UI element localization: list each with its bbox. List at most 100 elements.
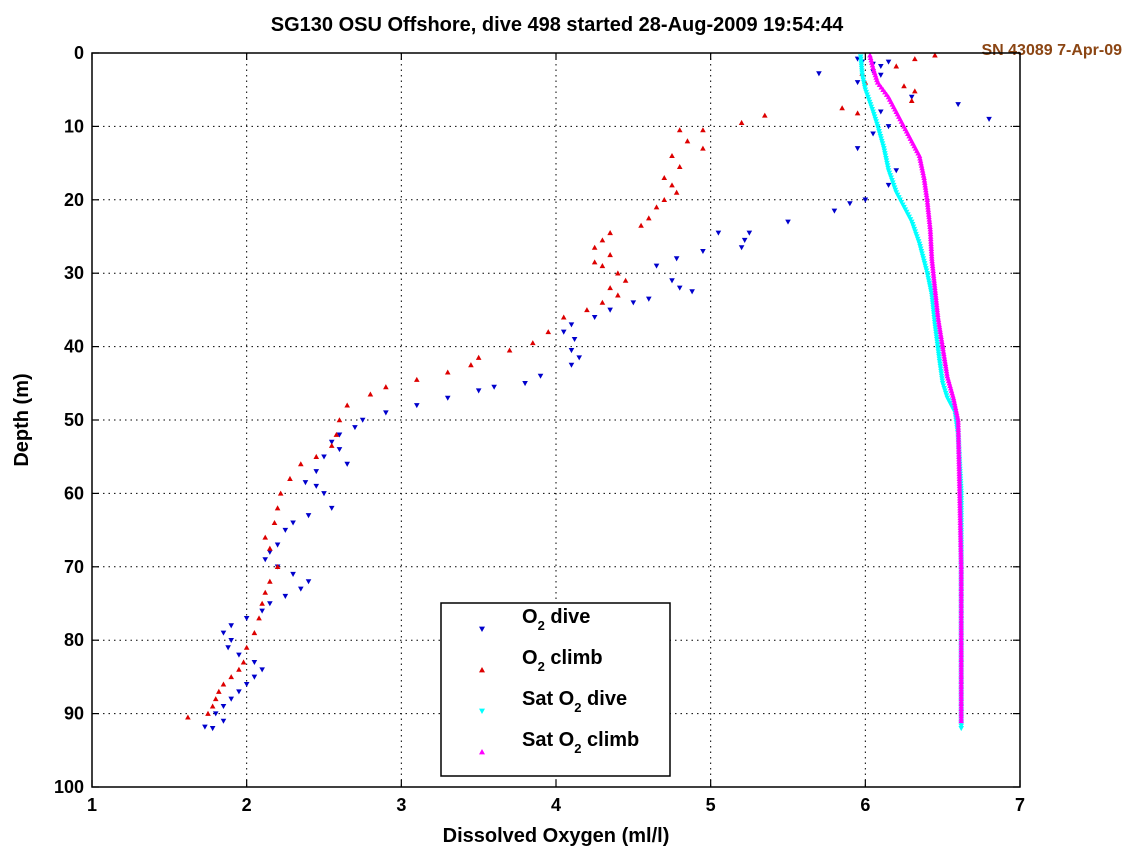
- data-point: [925, 209, 932, 215]
- x-tick-label: 2: [242, 795, 252, 815]
- data-point: [956, 453, 962, 459]
- data-point: [957, 519, 964, 525]
- data-point: [673, 256, 680, 262]
- data-point: [267, 545, 273, 551]
- data-point: [321, 454, 327, 460]
- data-point: [202, 724, 208, 730]
- data-point: [669, 152, 675, 158]
- data-point: [930, 265, 936, 271]
- data-point: [928, 250, 935, 256]
- data-point: [935, 314, 941, 320]
- data-point: [958, 549, 964, 555]
- data-point: [313, 453, 320, 459]
- data-point: [920, 172, 927, 178]
- data-point: [924, 197, 930, 203]
- data-point: [921, 177, 928, 183]
- data-point: [274, 542, 281, 548]
- data-point: [847, 201, 853, 207]
- data-point: [956, 495, 963, 501]
- data-point: [290, 520, 296, 526]
- data-point: [475, 388, 482, 394]
- data-point: [936, 319, 942, 325]
- data-point: [568, 322, 575, 328]
- data-point: [928, 241, 934, 247]
- data-point: [661, 174, 668, 181]
- data-point: [689, 289, 695, 295]
- legend-marker: [479, 749, 485, 755]
- data-point: [956, 463, 962, 469]
- series-sat-o2-climb: [867, 52, 965, 724]
- data-point: [287, 475, 293, 481]
- data-point: [936, 321, 942, 327]
- data-point: [956, 485, 963, 491]
- data-point: [957, 524, 964, 530]
- y-tick-label: 50: [64, 410, 84, 430]
- data-point: [941, 353, 948, 359]
- data-point: [956, 480, 963, 486]
- data-point: [944, 370, 950, 376]
- data-point: [205, 710, 211, 716]
- data-point: [267, 601, 273, 607]
- data-point: [243, 682, 250, 688]
- data-point: [917, 157, 924, 163]
- data-point: [956, 466, 962, 472]
- data-point: [943, 365, 949, 371]
- data-point: [957, 502, 963, 508]
- data-point: [916, 152, 923, 158]
- x-axis-ticks: 1 2 3 4 5 6 7: [87, 53, 1025, 815]
- data-point: [956, 478, 963, 484]
- data-point: [927, 223, 933, 229]
- data-point: [955, 422, 962, 428]
- data-point: [954, 412, 960, 418]
- data-point: [475, 354, 482, 360]
- x-tick-label: 5: [706, 795, 716, 815]
- data-point: [931, 277, 937, 283]
- data-point: [940, 348, 947, 354]
- data-point: [957, 529, 964, 535]
- data-point: [955, 446, 962, 452]
- series-o2-climb: [185, 52, 938, 720]
- data-point: [929, 255, 935, 261]
- legend-marker: [479, 626, 485, 632]
- data-point: [952, 404, 959, 411]
- data-point: [931, 275, 937, 281]
- data-point: [928, 243, 934, 249]
- data-point: [956, 468, 963, 474]
- data-point: [924, 199, 931, 205]
- data-point: [545, 329, 552, 335]
- data-point: [262, 589, 269, 595]
- data-point: [259, 608, 265, 614]
- data-point: [885, 124, 892, 130]
- data-point: [921, 179, 928, 185]
- data-point: [957, 515, 963, 521]
- data-point: [957, 510, 963, 516]
- legend-label: O2 climb: [522, 647, 603, 674]
- data-point: [676, 285, 683, 291]
- data-point: [932, 52, 938, 58]
- data-point: [921, 174, 927, 181]
- data-point: [957, 534, 964, 540]
- data-point: [957, 517, 964, 523]
- data-point: [344, 402, 350, 408]
- data-point: [653, 263, 660, 269]
- data-point: [931, 280, 938, 286]
- data-point: [957, 541, 964, 548]
- data-point: [228, 674, 234, 680]
- data-point: [951, 397, 957, 403]
- data-point: [220, 681, 227, 687]
- data-point: [313, 469, 320, 475]
- data-point: [928, 248, 935, 254]
- data-point: [259, 600, 265, 606]
- data-point: [762, 112, 768, 118]
- data-point: [867, 54, 874, 60]
- data-point: [646, 215, 652, 221]
- data-point: [185, 714, 191, 720]
- data-point: [930, 270, 937, 276]
- data-point: [956, 490, 963, 496]
- data-point: [878, 109, 884, 115]
- data-point: [952, 402, 958, 408]
- data-point: [274, 564, 281, 570]
- data-point: [607, 230, 613, 236]
- data-point: [251, 659, 258, 666]
